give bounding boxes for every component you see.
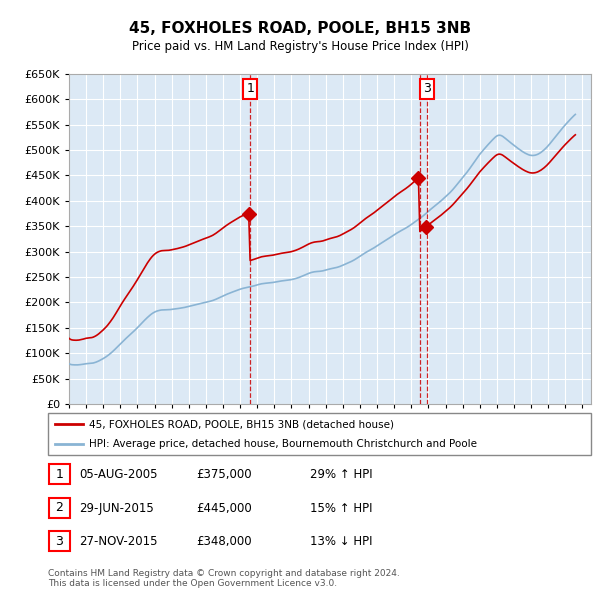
Text: 29% ↑ HPI: 29% ↑ HPI bbox=[310, 468, 373, 481]
Text: 13% ↓ HPI: 13% ↓ HPI bbox=[310, 535, 373, 548]
Text: HPI: Average price, detached house, Bournemouth Christchurch and Poole: HPI: Average price, detached house, Bour… bbox=[89, 438, 477, 448]
Text: 3: 3 bbox=[423, 83, 431, 96]
Text: 45, FOXHOLES ROAD, POOLE, BH15 3NB: 45, FOXHOLES ROAD, POOLE, BH15 3NB bbox=[129, 21, 471, 35]
FancyBboxPatch shape bbox=[49, 464, 70, 484]
FancyBboxPatch shape bbox=[49, 531, 70, 551]
Text: Contains HM Land Registry data © Crown copyright and database right 2024.
This d: Contains HM Land Registry data © Crown c… bbox=[48, 569, 400, 588]
Text: 27-NOV-2015: 27-NOV-2015 bbox=[79, 535, 158, 548]
FancyBboxPatch shape bbox=[49, 498, 70, 518]
Text: 1: 1 bbox=[247, 83, 254, 96]
Text: 3: 3 bbox=[55, 535, 64, 548]
Text: £445,000: £445,000 bbox=[196, 502, 252, 515]
Text: 29-JUN-2015: 29-JUN-2015 bbox=[79, 502, 154, 515]
Text: Price paid vs. HM Land Registry's House Price Index (HPI): Price paid vs. HM Land Registry's House … bbox=[131, 40, 469, 53]
Text: 05-AUG-2005: 05-AUG-2005 bbox=[79, 468, 158, 481]
Text: 2: 2 bbox=[55, 502, 64, 514]
FancyBboxPatch shape bbox=[48, 413, 591, 455]
Text: £348,000: £348,000 bbox=[196, 535, 252, 548]
Text: 45, FOXHOLES ROAD, POOLE, BH15 3NB (detached house): 45, FOXHOLES ROAD, POOLE, BH15 3NB (deta… bbox=[89, 419, 394, 429]
Text: 1: 1 bbox=[55, 468, 64, 481]
Text: £375,000: £375,000 bbox=[196, 468, 252, 481]
Text: 15% ↑ HPI: 15% ↑ HPI bbox=[310, 502, 373, 515]
